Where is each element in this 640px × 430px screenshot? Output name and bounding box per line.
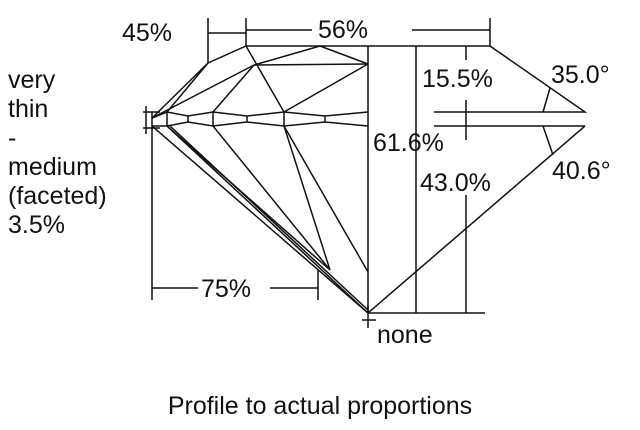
pavilion-angle-label: 40.6° — [552, 157, 611, 185]
crown-height-label: 15.5% — [422, 65, 493, 93]
crown-angle-label: 35.0° — [551, 61, 610, 89]
girdle-label-line: very — [8, 66, 56, 94]
girdle-label-line: 3.5% — [8, 211, 65, 239]
table-label: 56% — [318, 16, 369, 44]
girdle-label-line: thin — [8, 95, 49, 123]
lower-half-label: 75% — [201, 275, 252, 303]
girdle-label-line: - — [8, 124, 17, 152]
crown-outline — [151, 45, 588, 313]
crown-facets — [151, 45, 369, 119]
total-depth-label: 61.6% — [373, 129, 444, 157]
pavilion-facets — [151, 125, 586, 314]
girdle-label-line: (faceted) — [8, 182, 107, 210]
pavilion-depth-label: 43.0% — [420, 169, 491, 197]
caption: Profile to actual proportions — [167, 392, 473, 420]
girdle-label-line: medium — [8, 153, 97, 181]
girdle — [143, 106, 585, 134]
dimension-lines — [151, 18, 554, 328]
culet-label: none — [377, 321, 433, 349]
star-length-label: 45% — [122, 19, 173, 47]
girdle-label: very thin - medium (faceted) 3.5% — [8, 66, 107, 240]
